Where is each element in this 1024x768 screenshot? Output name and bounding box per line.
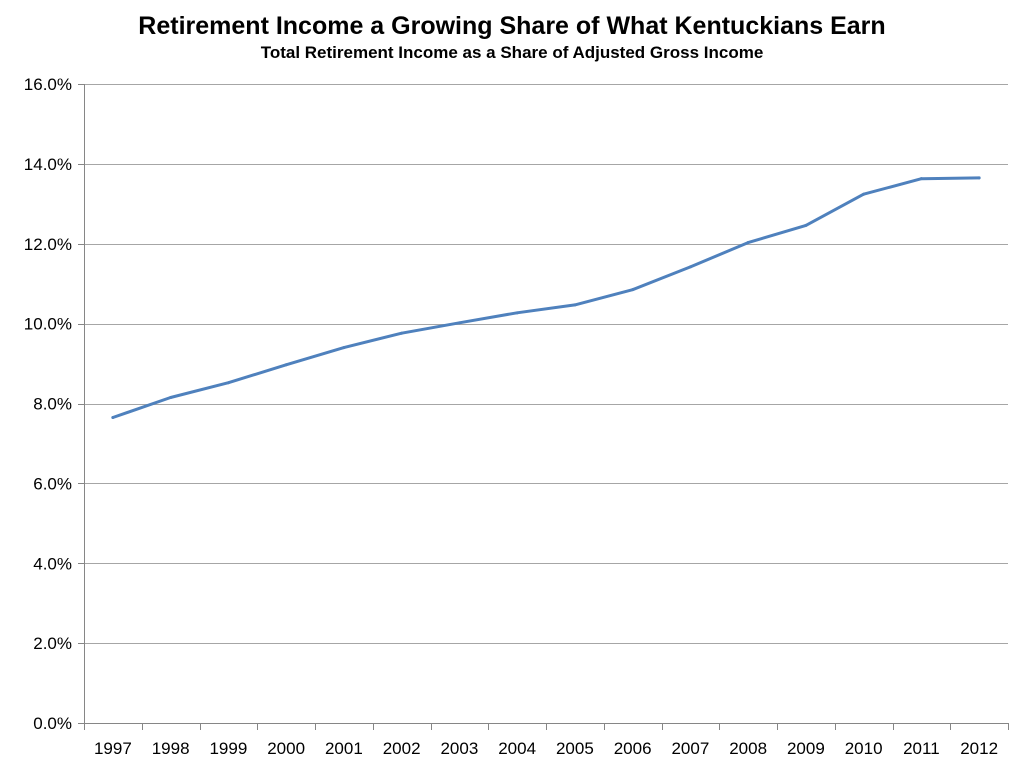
y-tick-label-1: 2.0%: [33, 634, 72, 653]
data-point-2011: [919, 177, 923, 181]
series-lines: [111, 176, 981, 419]
chart-subtitle: Total Retirement Income as a Share of Ad…: [260, 43, 764, 62]
data-point-2009: [804, 223, 808, 227]
x-tick-label-2002: 2002: [383, 739, 421, 758]
y-tick-label-2: 4.0%: [33, 554, 72, 573]
gridlines: [84, 84, 1008, 644]
y-tick-label-7: 14.0%: [24, 155, 72, 174]
x-tick-label-2000: 2000: [267, 739, 305, 758]
data-point-2001: [342, 346, 346, 350]
data-point-2008: [746, 241, 750, 245]
data-point-2007: [688, 265, 692, 269]
data-point-1999: [226, 381, 230, 385]
data-point-2005: [573, 303, 577, 307]
data-point-2006: [631, 288, 635, 292]
y-tick-label-4: 8.0%: [33, 395, 72, 414]
data-point-2004: [515, 311, 519, 315]
data-point-1997: [111, 415, 115, 419]
x-tick-label-1998: 1998: [152, 739, 190, 758]
chart-title: Retirement Income a Growing Share of Wha…: [138, 12, 886, 40]
x-tick-label-2001: 2001: [325, 739, 363, 758]
series-line-0: [111, 176, 981, 419]
x-tick-label-2007: 2007: [671, 739, 709, 758]
y-tick-label-5: 10.0%: [24, 315, 72, 334]
data-point-2002: [400, 331, 404, 335]
x-tick-label-1997: 1997: [94, 739, 132, 758]
x-tick-label-2008: 2008: [729, 739, 767, 758]
x-tick-label-2012: 2012: [960, 739, 998, 758]
y-tick-label-3: 6.0%: [33, 474, 72, 493]
x-tick-label-2003: 2003: [440, 739, 478, 758]
y-tick-label-0: 0.0%: [33, 714, 72, 733]
y-tick-label-6: 12.0%: [24, 235, 72, 254]
x-tick-label-2010: 2010: [845, 739, 883, 758]
x-tick-label-2009: 2009: [787, 739, 825, 758]
axes: [78, 84, 1009, 730]
y-tick-label-8: 16.0%: [24, 75, 72, 94]
x-tick-label-2004: 2004: [498, 739, 536, 758]
y-tick-labels: 0.0% 2.0% 4.0% 6.0% 8.0% 10.0% 12.0% 14.0% 16.0%: [24, 75, 72, 733]
x-tick-label-2006: 2006: [614, 739, 652, 758]
x-tick-label-1999: 1999: [209, 739, 247, 758]
x-tick-labels: 1997 1998 1999 2000 2001 2002 2003 2004 2005 2006…: [94, 739, 998, 758]
data-point-2000: [284, 363, 288, 367]
x-tick-label-2005: 2005: [556, 739, 594, 758]
data-point-1998: [169, 396, 173, 400]
data-point-2010: [862, 192, 866, 196]
data-point-2012: [977, 176, 981, 180]
data-point-2003: [457, 321, 461, 325]
x-tick-label-2011: 2011: [903, 739, 940, 758]
